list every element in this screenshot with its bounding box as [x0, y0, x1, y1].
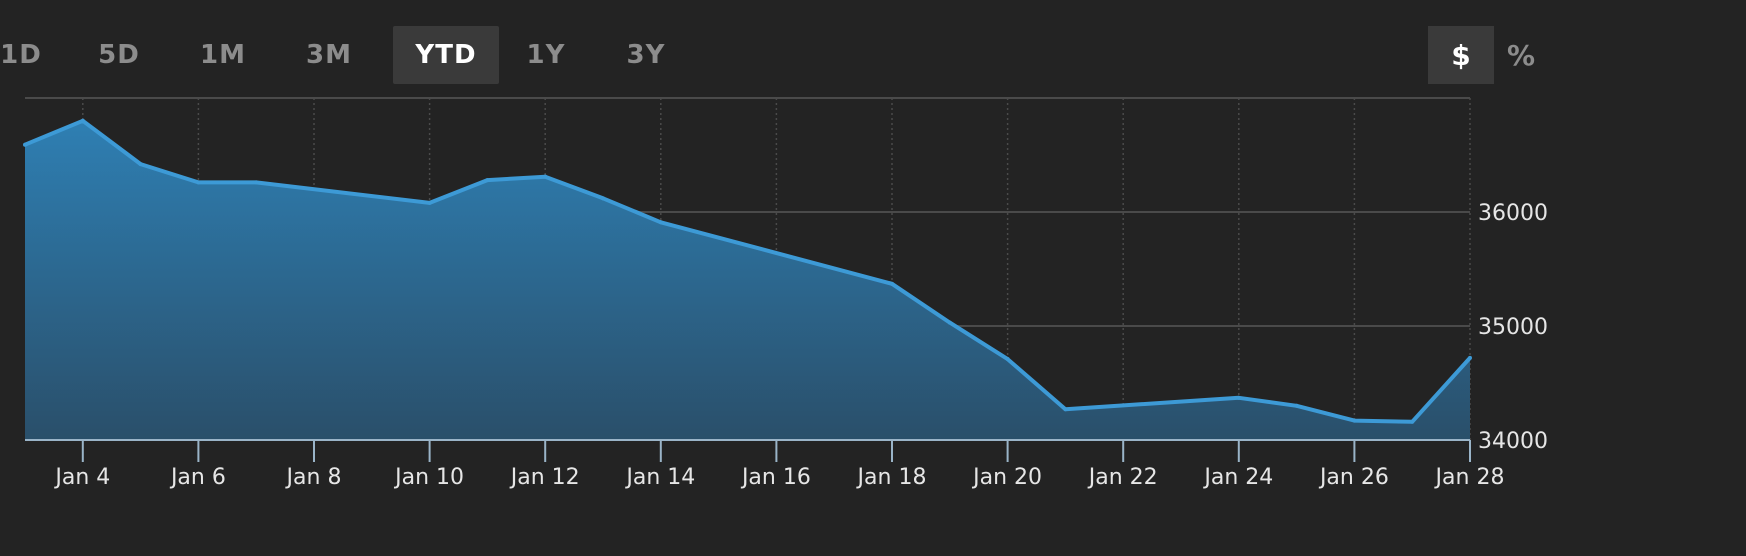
x-tick-label: Jan 8 — [285, 465, 342, 490]
data-point — [1005, 357, 1010, 362]
data-point — [890, 281, 894, 286]
data-point — [254, 180, 259, 185]
area-fill — [25, 120, 1470, 441]
x-tick-label: Jan 24 — [1202, 465, 1273, 490]
x-axis: Jan 4 Jan 6 Jan 8 Jan 10 Jan 12 Jan 14 Jan 16 J… — [25, 439, 1505, 490]
range-button-ytd[interactable]: YTD — [393, 26, 499, 84]
data-point — [1294, 403, 1299, 408]
x-tick-label: Jan 22 — [1087, 465, 1158, 490]
data-point — [1236, 395, 1241, 400]
data-point — [947, 320, 952, 325]
data-point — [1410, 419, 1415, 424]
range-button-3y[interactable]: 3Y — [626, 40, 666, 70]
data-points — [23, 118, 1472, 424]
range-button-1d[interactable]: 1D — [0, 40, 42, 70]
x-tick-label: Jan 10 — [393, 465, 464, 490]
data-point — [1352, 418, 1357, 423]
data-point — [658, 220, 663, 225]
range-button-1y[interactable]: 1Y — [526, 40, 566, 70]
x-tick-label: Jan 16 — [740, 465, 811, 490]
range-button-3m[interactable]: 3M — [306, 40, 352, 70]
x-tick-label: Jan 6 — [169, 465, 226, 490]
dollar-unit-button[interactable]: $ — [1428, 26, 1494, 84]
data-point — [138, 162, 143, 167]
y-axis: 34000 35000 36000 — [1478, 201, 1548, 454]
percent-unit-button[interactable]: % — [1506, 38, 1536, 72]
data-point — [23, 142, 27, 147]
data-point — [1063, 407, 1068, 412]
x-tick-label: Jan 28 — [1434, 465, 1505, 490]
y-tick-label: 34000 — [1478, 429, 1548, 454]
data-point — [543, 174, 548, 179]
x-tick-label: Jan 20 — [971, 465, 1042, 490]
y-tick-label: 36000 — [1478, 201, 1548, 226]
data-point — [1468, 355, 1472, 360]
data-point — [601, 196, 605, 201]
x-tick-label: Jan 18 — [856, 465, 927, 490]
data-point — [427, 200, 432, 205]
x-tick-label: Jan 4 — [53, 465, 110, 490]
range-button-1m[interactable]: 1M — [200, 40, 246, 70]
data-point — [80, 118, 85, 123]
range-button-5d[interactable]: 5D — [98, 40, 140, 70]
y-tick-label: 35000 — [1478, 315, 1548, 340]
x-tick-label: Jan 14 — [624, 465, 695, 490]
x-tick-label: Jan 12 — [509, 465, 580, 490]
data-point — [196, 180, 201, 185]
x-tick-label: Jan 26 — [1318, 465, 1389, 490]
data-point — [485, 178, 490, 183]
